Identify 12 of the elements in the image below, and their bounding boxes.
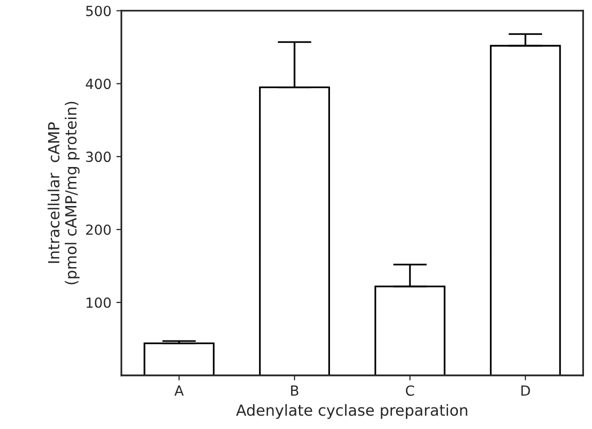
x-tick-label: A bbox=[174, 386, 184, 396]
x-tick-label: C bbox=[406, 385, 414, 396]
x-tick-label: D bbox=[521, 386, 530, 396]
y-axis-title: Intracellular cAMP (pmol cAMP/mg protein) bbox=[48, 102, 80, 284]
x-axis-title: Adenylate cyclase preparation bbox=[236, 404, 468, 419]
y-tick-label: 300 bbox=[86, 152, 111, 162]
y-tick-label: 500 bbox=[86, 6, 111, 16]
y-tick-label: 100 bbox=[86, 297, 111, 308]
y-tick-label: 200 bbox=[86, 224, 111, 235]
y-tick-label: 400 bbox=[86, 78, 111, 90]
x-tick-label: B bbox=[291, 386, 298, 396]
bar bbox=[144, 342, 215, 376]
